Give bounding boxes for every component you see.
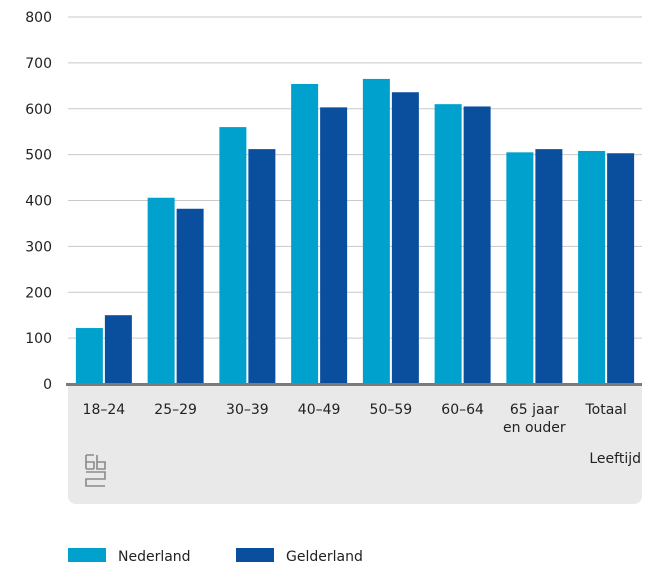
x-axis-label: Leeftijd <box>589 451 641 467</box>
bar-nederland-1 <box>75 328 103 384</box>
legend-swatch-gelderland <box>236 548 274 562</box>
bar-nederland-4 <box>291 83 319 384</box>
x-axis-background-top <box>68 384 642 396</box>
x-axis: 18–24 25–29 30–39 40–49 50–59 60–64 65 jaar en … <box>83 402 627 436</box>
y-axis: 0 100 200 300 400 500 600 700 800 <box>25 10 52 393</box>
cbs-logo <box>85 454 106 487</box>
bar-nederland-3 <box>219 127 247 384</box>
y-tick-label: 600 <box>25 102 52 118</box>
x-tick-label: 18–24 <box>83 402 126 418</box>
bar-nederland-8 <box>578 150 606 384</box>
x-tick-label: 65 jaar en ouder <box>503 402 566 436</box>
bar-gelderland-6 <box>463 106 491 385</box>
legend-label-gelderland: Gelderland <box>286 549 363 565</box>
bar-gelderland-7 <box>535 149 563 384</box>
y-tick-label: 300 <box>25 239 52 255</box>
bar-gelderland-5 <box>391 92 419 385</box>
x-axis-background <box>68 384 642 504</box>
legend-label-nederland: Nederland <box>118 549 191 565</box>
bar-nederland-6 <box>434 104 462 384</box>
legend: Nederland Gelderland <box>68 548 363 565</box>
logo-mark-s <box>85 471 106 487</box>
x-tick-label: Totaal <box>584 402 626 418</box>
x-tick-label: 25–29 <box>154 402 197 418</box>
bar-gelderland-8 <box>607 153 635 384</box>
logo-mark-b <box>96 455 106 470</box>
x-tick-label: 50–59 <box>370 402 413 418</box>
bar-nederland-5 <box>362 78 390 385</box>
y-tick-label: 500 <box>25 148 52 164</box>
y-tick-label: 0 <box>43 377 52 393</box>
x-tick-label: 40–49 <box>298 402 341 418</box>
y-tick-label: 700 <box>25 56 52 72</box>
x-tick-label: 30–39 <box>226 402 269 418</box>
y-tick-label: 100 <box>25 331 52 347</box>
bar-nederland-7 <box>506 152 534 384</box>
legend-swatch-nederland <box>68 548 106 562</box>
x-tick-label: 60–64 <box>441 402 484 418</box>
bar-gelderland-4 <box>320 107 348 384</box>
x-axis-panel <box>68 384 642 504</box>
y-tick-label: 200 <box>25 285 52 301</box>
bars <box>75 78 635 385</box>
y-tick-label: 800 <box>25 10 52 26</box>
bar-gelderland-1 <box>104 315 132 384</box>
bar-gelderland-3 <box>248 149 276 384</box>
y-tick-label: 400 <box>25 194 52 210</box>
bar-nederland-2 <box>147 197 175 384</box>
bar-gelderland-2 <box>176 208 204 384</box>
logo-mark-c <box>85 454 95 470</box>
